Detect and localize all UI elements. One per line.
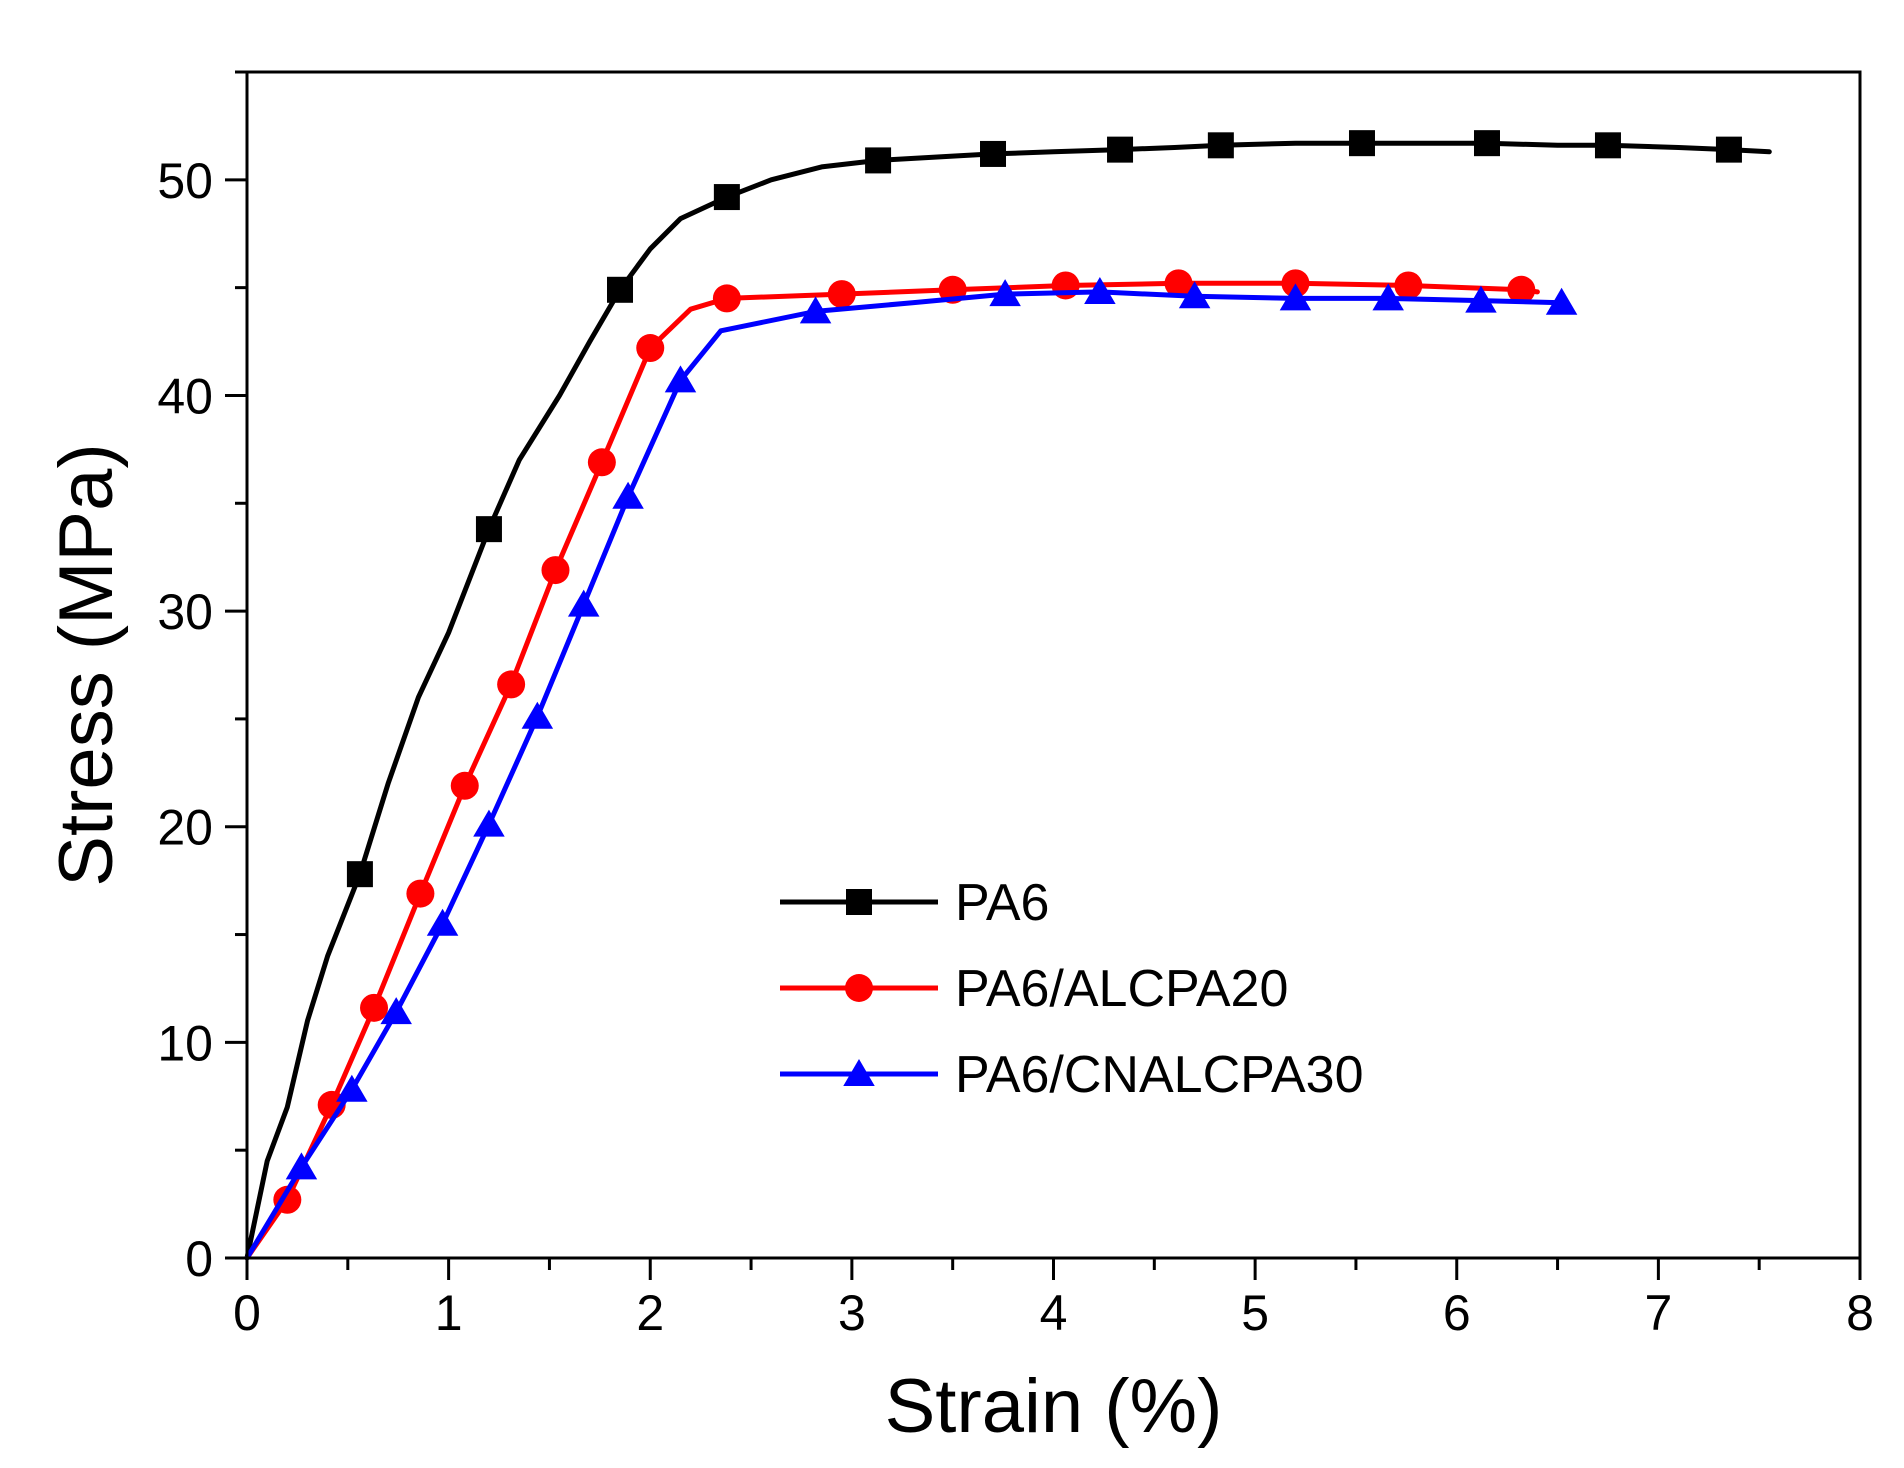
series-layer bbox=[244, 130, 1772, 1261]
legend-item-1: PA6/ALCPA20 bbox=[780, 960, 1288, 1018]
legend-marker bbox=[843, 1059, 875, 1086]
x-tick-label: 0 bbox=[233, 1285, 261, 1341]
x-tick-label: 7 bbox=[1644, 1285, 1672, 1341]
data-point bbox=[980, 140, 1007, 167]
data-point bbox=[799, 296, 832, 324]
data-point bbox=[1207, 132, 1234, 159]
data-point bbox=[713, 184, 740, 211]
data-point bbox=[426, 908, 459, 936]
x-tick-label: 1 bbox=[435, 1285, 463, 1341]
data-point bbox=[1394, 271, 1423, 300]
data-point bbox=[612, 481, 644, 509]
x-tick-label: 3 bbox=[838, 1285, 866, 1341]
data-point bbox=[989, 279, 1021, 307]
legend-marker bbox=[845, 974, 873, 1002]
x-tick-label: 8 bbox=[1846, 1285, 1874, 1341]
data-point bbox=[865, 147, 892, 174]
legend: PA6 PA6/ALCPA20 PA6/CNALCPA30 bbox=[780, 874, 1363, 1104]
data-point bbox=[636, 334, 665, 363]
data-point bbox=[1281, 269, 1310, 298]
series-line bbox=[244, 140, 1772, 1261]
data-point bbox=[285, 1152, 318, 1180]
data-point bbox=[1164, 269, 1193, 298]
data-point bbox=[1507, 275, 1536, 304]
series-1 bbox=[244, 269, 1540, 1261]
x-tick-label: 5 bbox=[1241, 1285, 1269, 1341]
legend-label: PA6 bbox=[955, 874, 1049, 932]
data-point bbox=[664, 365, 697, 393]
x-tick-label: 2 bbox=[636, 1285, 664, 1341]
y-tick-label: 20 bbox=[157, 800, 213, 856]
y-axis-title: Stress (MPa) bbox=[44, 443, 129, 886]
y-tick-label: 30 bbox=[157, 584, 213, 640]
data-point bbox=[827, 280, 856, 309]
data-point bbox=[473, 809, 505, 837]
x-tick-label: 6 bbox=[1443, 1285, 1471, 1341]
data-point bbox=[450, 771, 479, 800]
data-point bbox=[1279, 283, 1312, 311]
data-point bbox=[475, 516, 502, 543]
data-point bbox=[521, 701, 554, 729]
legend-item-0: PA6 bbox=[780, 874, 1049, 932]
series-line bbox=[244, 280, 1540, 1261]
data-point bbox=[1715, 136, 1742, 163]
data-point bbox=[587, 448, 616, 477]
legend-label: PA6/ALCPA20 bbox=[955, 960, 1288, 1018]
data-point bbox=[1107, 136, 1134, 163]
data-point bbox=[1545, 287, 1578, 315]
series-2 bbox=[244, 276, 1578, 1261]
legend-marker bbox=[846, 889, 872, 915]
legend-label: PA6/CNALCPA30 bbox=[955, 1046, 1363, 1104]
axis-ticks: 0 1 2 3 4 5 6 7 8 0 10 20 30 40 50 bbox=[157, 70, 1874, 1341]
data-point bbox=[360, 993, 389, 1022]
data-point bbox=[541, 556, 570, 585]
data-point bbox=[1465, 285, 1497, 313]
data-point bbox=[712, 284, 741, 313]
data-point bbox=[1348, 130, 1375, 157]
data-point bbox=[497, 670, 526, 699]
data-point bbox=[1473, 130, 1500, 157]
x-tick-label: 4 bbox=[1040, 1285, 1068, 1341]
x-axis-title: Strain (%) bbox=[885, 1364, 1223, 1449]
y-tick-label: 50 bbox=[157, 153, 213, 209]
legend-item-2: PA6/CNALCPA30 bbox=[780, 1046, 1363, 1104]
data-point bbox=[567, 589, 600, 617]
y-tick-label: 0 bbox=[185, 1231, 213, 1287]
data-point bbox=[607, 276, 634, 303]
data-point bbox=[406, 879, 435, 908]
y-tick-label: 40 bbox=[157, 368, 213, 424]
series-0 bbox=[244, 130, 1772, 1261]
data-point bbox=[1178, 281, 1211, 309]
y-tick-label: 10 bbox=[157, 1015, 213, 1071]
data-point bbox=[1594, 132, 1621, 159]
data-point bbox=[380, 997, 412, 1025]
data-point bbox=[346, 861, 373, 888]
data-point bbox=[336, 1074, 368, 1102]
series-line bbox=[244, 289, 1565, 1261]
data-point bbox=[1372, 283, 1404, 311]
data-point bbox=[1084, 276, 1116, 304]
